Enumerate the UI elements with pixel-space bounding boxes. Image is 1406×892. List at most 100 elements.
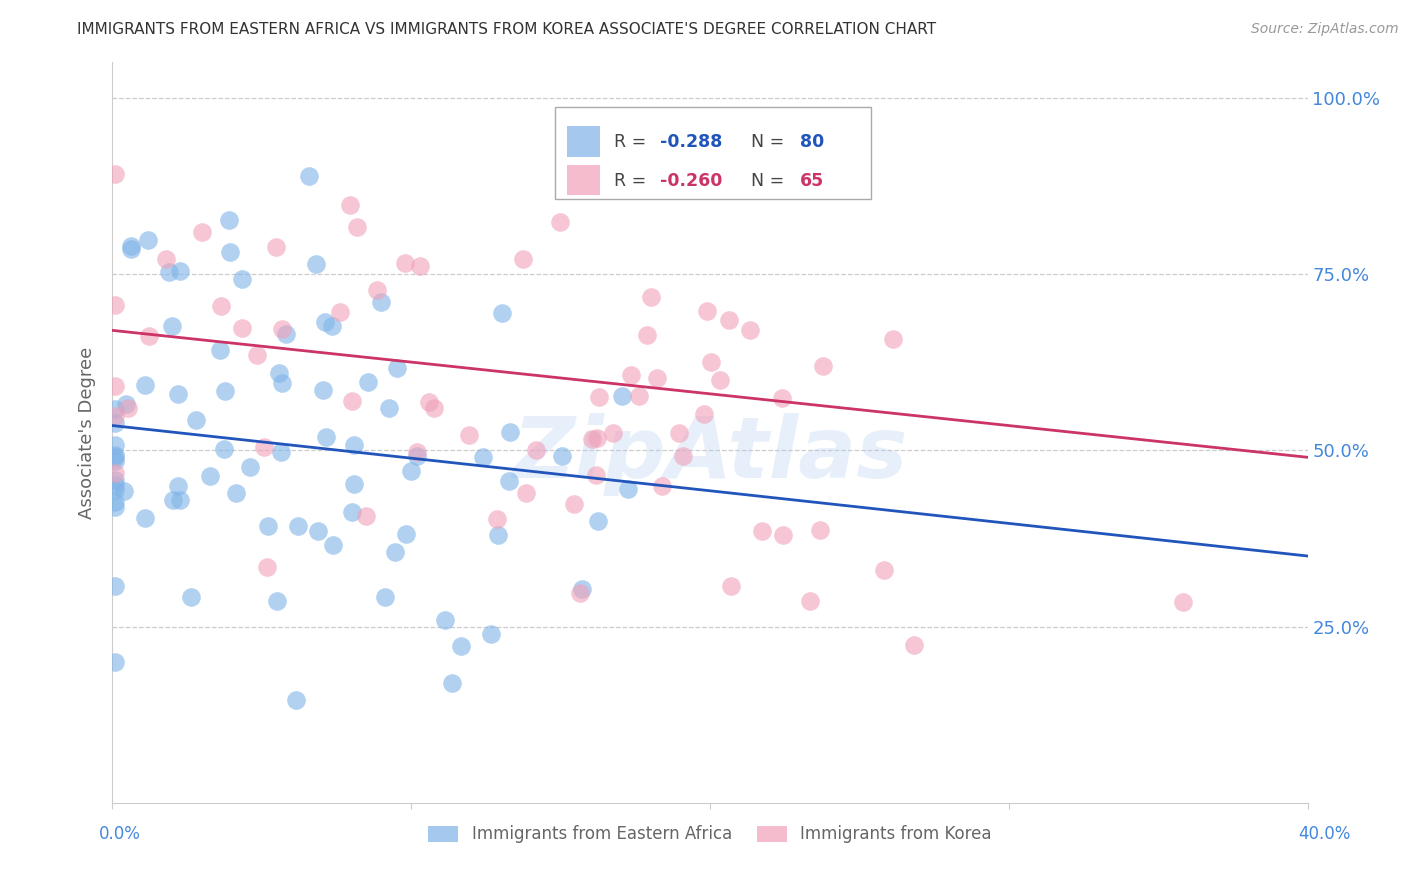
Text: -0.260: -0.260 [659, 172, 723, 190]
Point [770, 391, 793, 405]
Point [440, 675, 463, 690]
Point [418, 395, 440, 409]
Point [620, 368, 643, 383]
Point [155, 252, 177, 267]
Point [384, 545, 406, 559]
Point [799, 594, 821, 608]
Point [104, 379, 127, 393]
Point [212, 442, 235, 457]
Point [329, 305, 352, 319]
Point [314, 315, 336, 329]
Point [184, 413, 207, 427]
Point [256, 518, 278, 533]
Point [873, 562, 896, 576]
Point [104, 478, 127, 492]
Point [551, 449, 574, 463]
Text: IMMIGRANTS FROM EASTERN AFRICA VS IMMIGRANTS FROM KOREA ASSOCIATE'S DEGREE CORRE: IMMIGRANTS FROM EASTERN AFRICA VS IMMIGR… [77, 22, 936, 37]
Point [479, 627, 502, 641]
Point [134, 511, 156, 525]
Text: Source: ZipAtlas.com: Source: ZipAtlas.com [1251, 22, 1399, 37]
Legend: Immigrants from Eastern Africa, Immigrants from Korea: Immigrants from Eastern Africa, Immigran… [422, 819, 998, 850]
Point [162, 492, 184, 507]
Point [471, 450, 494, 464]
Point [571, 582, 593, 596]
Point [813, 359, 835, 373]
Y-axis label: Associate's Degree: Associate's Degree [77, 346, 96, 519]
Point [160, 319, 183, 334]
Point [450, 639, 472, 653]
Point [340, 505, 363, 519]
Point [340, 393, 363, 408]
Point [115, 397, 138, 411]
Point [138, 328, 160, 343]
Point [399, 464, 422, 478]
Point [668, 425, 690, 440]
Bar [567, 165, 600, 195]
Point [271, 322, 294, 336]
Point [104, 579, 127, 593]
Point [136, 233, 159, 247]
Point [104, 473, 127, 487]
FancyBboxPatch shape [554, 107, 872, 200]
Point [104, 494, 127, 508]
Point [586, 514, 609, 528]
Point [651, 479, 673, 493]
Point [169, 493, 191, 508]
Point [395, 526, 418, 541]
Text: 65: 65 [800, 172, 824, 190]
Point [339, 198, 361, 212]
Point [104, 483, 127, 497]
Point [342, 438, 364, 452]
Point [209, 299, 232, 313]
Point [218, 244, 240, 259]
Point [515, 486, 537, 500]
Point [120, 239, 142, 253]
Point [692, 407, 714, 421]
Point [486, 528, 509, 542]
Point [169, 264, 191, 278]
Point [239, 460, 262, 475]
Point [270, 445, 292, 459]
Text: N =: N = [740, 172, 790, 190]
Point [409, 259, 432, 273]
Point [610, 389, 633, 403]
Point [104, 500, 127, 515]
Bar [567, 127, 600, 157]
Point [285, 693, 308, 707]
Point [772, 528, 794, 542]
Point [218, 213, 240, 227]
Point [458, 427, 481, 442]
Point [645, 371, 668, 385]
Point [672, 450, 695, 464]
Point [315, 430, 337, 444]
Point [104, 167, 127, 181]
Point [252, 440, 274, 454]
Point [433, 613, 456, 627]
Point [134, 378, 156, 392]
Point [903, 638, 925, 652]
Point [617, 482, 640, 496]
Point [104, 450, 127, 464]
Point [491, 306, 513, 320]
Point [586, 431, 609, 445]
Text: R =: R = [614, 172, 652, 190]
Point [378, 401, 401, 415]
Point [159, 265, 181, 279]
Point [636, 328, 658, 343]
Point [166, 387, 188, 401]
Point [298, 169, 321, 184]
Point [406, 450, 429, 464]
Point [751, 524, 773, 538]
Point [266, 240, 288, 254]
Point [104, 655, 127, 669]
Point [104, 401, 127, 416]
Point [245, 348, 267, 362]
Point [305, 257, 328, 271]
Point [524, 443, 547, 458]
Point [117, 401, 139, 415]
Point [346, 220, 368, 235]
Point [307, 524, 329, 538]
Point [321, 319, 343, 334]
Point [808, 523, 831, 537]
Point [198, 469, 221, 483]
